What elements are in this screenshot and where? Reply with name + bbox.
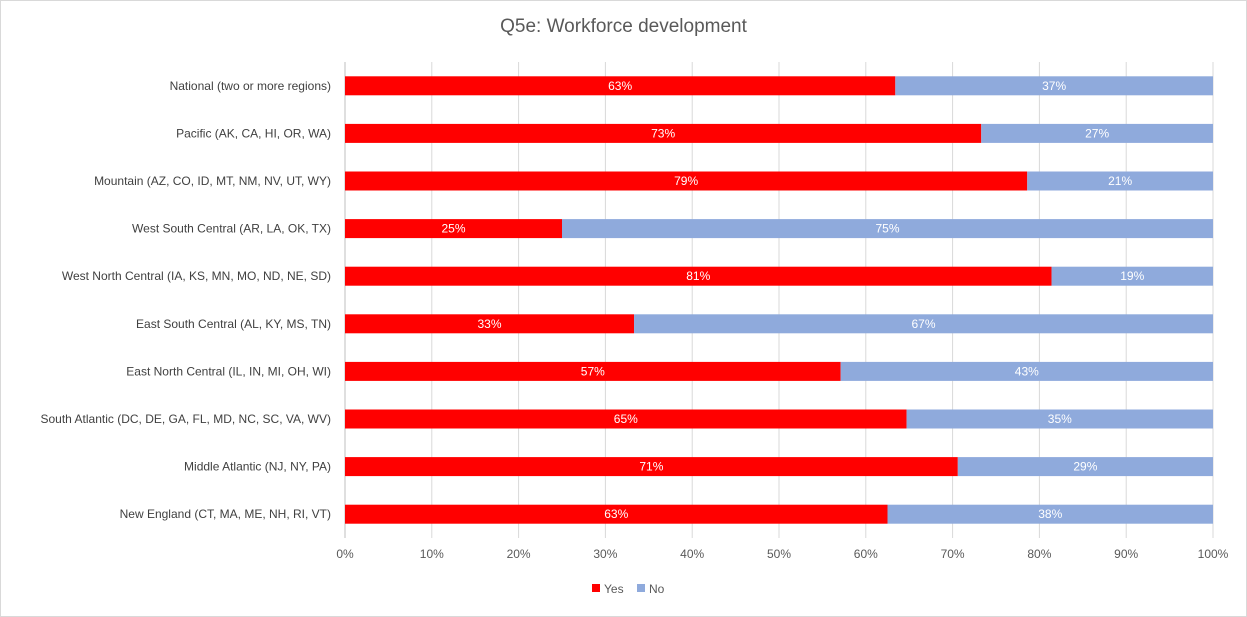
bar-no [1027,171,1213,191]
bars: 63% 37% 73% 27% 79% 21% 25% 75% 81% 19% 33% 67% 57% 4… [345,76,1213,524]
category-label: New England (CT, MA, ME, NH, RI, VT) [120,507,331,521]
data-label: 63% [608,79,632,93]
bar-yes [345,266,1052,286]
legend: Yes No [592,582,665,596]
chart-title: Q5e: Workforce development [500,16,747,37]
bar-no [981,123,1213,143]
bar-no [840,361,1213,381]
data-label: 71% [639,460,663,474]
category-label: South Atlantic (DC, DE, GA, FL, MD, NC, … [40,412,331,426]
x-tick-label: 30% [593,547,617,561]
data-label: 38% [1038,507,1062,521]
bar-no [562,219,1213,239]
data-label: 35% [1048,412,1072,426]
bar-no [895,76,1213,96]
x-tick-label: 100% [1198,547,1229,561]
legend-swatch-yes [592,584,600,592]
data-label: 21% [1108,174,1132,188]
bar-yes [345,171,1028,191]
bar-yes [345,219,562,239]
bar-yes [345,361,841,381]
data-label: 73% [651,126,675,140]
category-label: National (two or more regions) [170,79,331,93]
data-label: 29% [1073,460,1097,474]
data-label: 65% [614,412,638,426]
data-label: 57% [581,364,605,378]
x-tick-label: 80% [1027,547,1051,561]
legend-swatch-no [637,584,645,592]
x-tick-label: 70% [941,547,965,561]
category-label: Middle Atlantic (NJ, NY, PA) [184,460,331,474]
data-label: 75% [875,222,899,236]
category-label: West North Central (IA, KS, MN, MO, ND, … [62,269,331,283]
data-label: 67% [912,317,936,331]
data-label: 37% [1042,79,1066,93]
category-label: East South Central (AL, KY, MS, TN) [136,317,331,331]
x-tick-label: 90% [1114,547,1138,561]
x-tick-label: 0% [336,547,354,561]
bar-no [957,457,1213,477]
x-tick-label: 50% [767,547,791,561]
x-tick-label: 40% [680,547,704,561]
data-label: 27% [1085,126,1109,140]
bar-yes [345,409,907,429]
data-label: 43% [1015,364,1039,378]
category-labels: National (two or more regions) Pacific (A… [40,79,331,521]
bar-no [887,504,1213,524]
data-label: 33% [478,317,502,331]
bar-yes [345,457,958,477]
bar-no [906,409,1213,429]
category-label: Mountain (AZ, CO, ID, MT, NM, NV, UT, WY… [94,174,331,188]
bar-yes [345,504,888,524]
data-label: 19% [1120,269,1144,283]
data-label: 79% [674,174,698,188]
x-tick-label: 10% [420,547,444,561]
legend-label-yes: Yes [604,582,624,596]
data-label: 25% [441,222,465,236]
bar-yes [345,123,982,143]
bar-yes [345,314,635,334]
bar-no [1051,266,1213,286]
category-label: East North Central (IL, IN, MI, OH, WI) [126,364,331,378]
category-label: West South Central (AR, LA, OK, TX) [132,222,331,236]
category-label: Pacific (AK, CA, HI, OR, WA) [176,126,331,140]
data-label: 63% [604,507,628,521]
bar-no [634,314,1213,334]
data-label: 81% [686,269,710,283]
x-tick-label: 20% [507,547,531,561]
x-tick-label: 60% [854,547,878,561]
x-tick-labels: 0% 10% 20% 30% 40% 50% 60% 70% 80% 90% 100% [336,547,1228,561]
legend-label-no: No [649,582,665,596]
bar-yes [345,76,896,96]
